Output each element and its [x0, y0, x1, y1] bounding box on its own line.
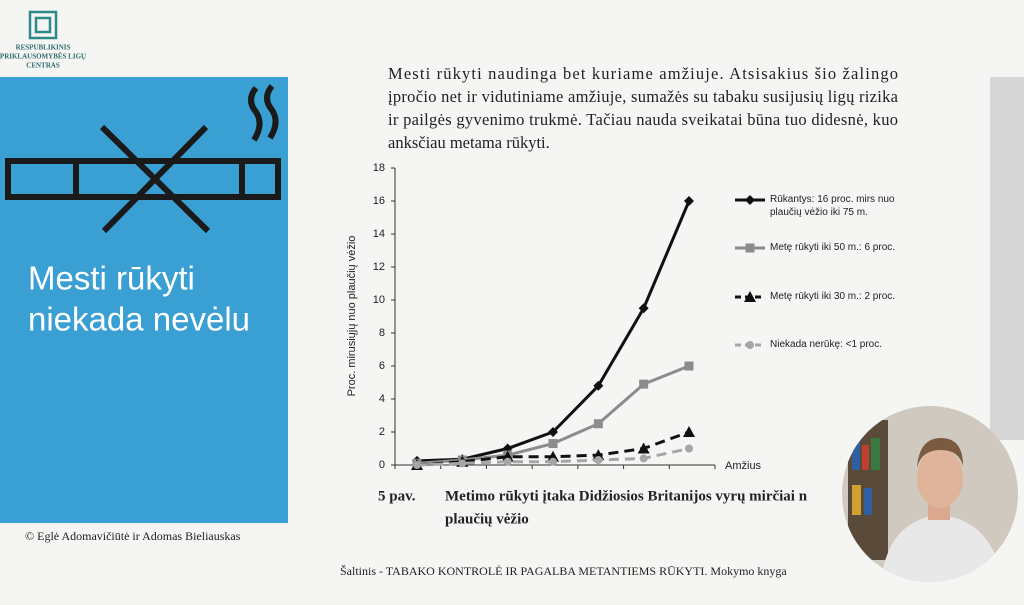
book	[852, 485, 861, 515]
logo: RESPUBLIKINIS PRIKLAUSOMYBĖS LIGŲ CENTRA…	[0, 10, 86, 70]
marker	[593, 419, 603, 429]
legend-label-box: Metę rūkyti iki 50 m.: 6 proc.	[770, 242, 896, 253]
legend-label: Rūkantys: 16 proc. mirs nuo plaučių vėži…	[770, 194, 895, 218]
legend-marker	[745, 243, 755, 253]
marker	[684, 361, 694, 371]
logo-text: CENTRAS	[26, 62, 60, 70]
smoke	[264, 84, 279, 140]
sidebar-heading: Mesti rūkyti	[28, 260, 195, 297]
marker	[503, 457, 512, 466]
paragraph-line: Mesti rūkyti naudinga bet kuriame amžiuj…	[388, 64, 898, 83]
webcam	[842, 406, 1018, 582]
caption-text: plaučių vėžio	[445, 511, 529, 527]
y-tick-label: 14	[373, 228, 385, 240]
sidebar	[0, 77, 288, 523]
marker	[594, 456, 603, 465]
marker	[684, 196, 694, 206]
paragraph-line: anksčiau metama rūkyti.	[388, 133, 550, 152]
book	[871, 438, 880, 470]
paragraph-line: įpročio net ir vidutiniame amžiuje, suma…	[388, 87, 899, 106]
legend-label-box: Rūkantys: 16 proc. mirs nuo plaučių vėži…	[770, 194, 895, 218]
legend-label: Niekada nerūkę: <1 proc.	[770, 339, 883, 350]
y-tick-label: 18	[373, 162, 385, 174]
marker	[638, 303, 649, 314]
marker	[685, 444, 693, 453]
y-tick-label: 8	[379, 327, 385, 339]
person-face	[917, 448, 963, 508]
marker	[548, 439, 558, 449]
person-hair	[917, 438, 963, 468]
side-bar	[990, 77, 1024, 440]
legend-marker	[744, 291, 756, 302]
y-tick-label: 2	[379, 426, 385, 438]
y-tick-label: 16	[373, 195, 385, 207]
caption-text: Metimo rūkyti įtaka Didžiosios Britanijo…	[445, 488, 808, 504]
logo-text: RESPUBLIKINIS	[16, 44, 71, 52]
y-tick-label: 10	[373, 294, 385, 306]
marker	[639, 379, 649, 389]
sidebar-heading: niekada nevėlu	[28, 301, 250, 338]
legend-marker	[746, 341, 754, 349]
y-tick-label: 6	[379, 360, 385, 372]
legend-label: Metę rūkyti iki 50 m.: 6 proc.	[770, 242, 896, 253]
logo-inner	[34, 16, 52, 34]
marker	[547, 450, 559, 462]
marker	[593, 380, 604, 391]
logo-text: PRIKLAUSOMYBĖS LIGŲ	[0, 53, 86, 61]
paragraph-line: ir pailgės gyvenimo trukmė. Tačiau nauda…	[388, 110, 898, 129]
book	[862, 445, 869, 470]
copyright: © Eglė Adomavičiūtė ir Adomas Bieliauska…	[25, 529, 241, 543]
source: Šaltinis - TABAKO KONTROLĖ IR PAGALBA ME…	[340, 564, 787, 578]
marker	[501, 450, 514, 462]
marker	[592, 449, 605, 461]
legend-label: Metę rūkyti iki 30 m.: 2 proc.	[770, 291, 896, 302]
y-tick-label: 4	[379, 393, 385, 405]
x-axis-label: Amžius	[725, 460, 762, 472]
no-smoking-icon	[5, 84, 281, 234]
marker	[549, 457, 557, 466]
smoke	[248, 86, 263, 142]
cigarette	[5, 158, 281, 200]
legend-marker	[745, 195, 755, 205]
marker	[548, 427, 558, 437]
y-tick-label: 12	[373, 261, 385, 273]
y-tick-label: 0	[379, 459, 385, 471]
y-axis-label: Proc. mirusiųjų nuo plaučių vėžio	[346, 236, 358, 397]
marker	[637, 442, 650, 454]
cross	[101, 124, 209, 234]
legend-label-box: Niekada nerūkę: <1 proc.	[770, 339, 883, 350]
book	[864, 488, 872, 515]
chart: 0 2 4 6 8 10 12 14 16 18 Amžius Proc. mirusiųjų nuo…	[346, 162, 896, 472]
marker	[413, 461, 421, 469]
marker	[683, 426, 695, 437]
marker	[458, 459, 467, 468]
logo-frame	[28, 10, 58, 40]
book	[852, 440, 860, 470]
legend-label-box: Metę rūkyti iki 30 m.: 2 proc.	[770, 291, 896, 302]
caption-number: 5 pav.	[378, 488, 416, 504]
marker	[639, 454, 648, 463]
